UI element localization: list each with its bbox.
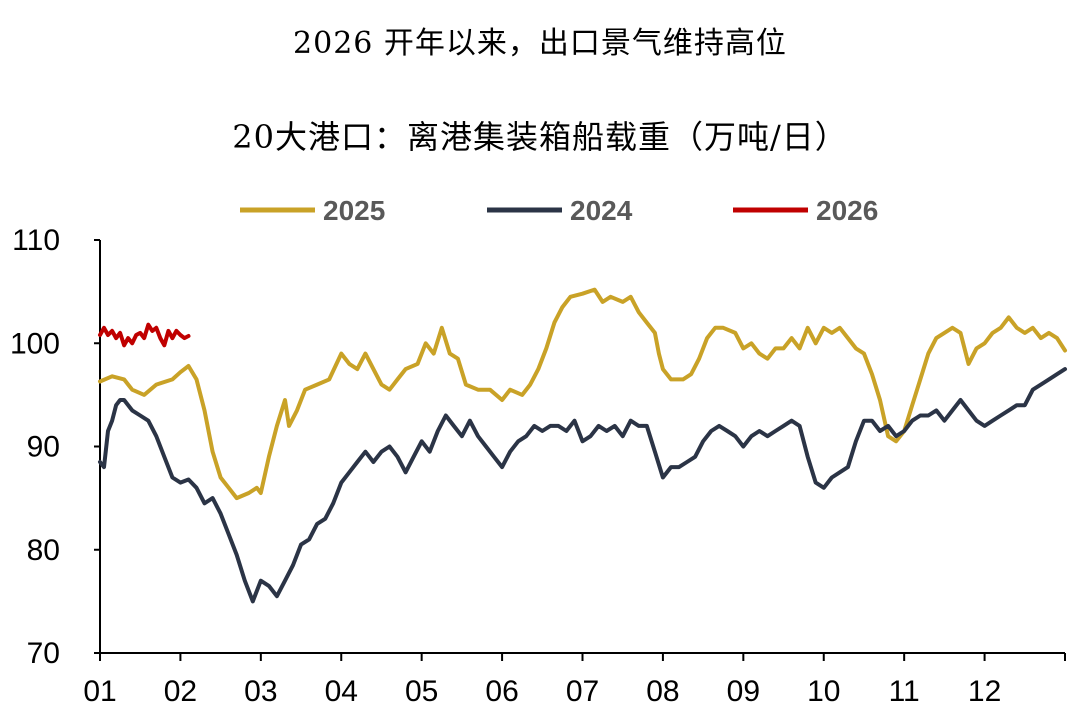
series-group [98, 287, 1067, 604]
series-line-2024 [98, 367, 1067, 604]
y-tick-label: 110 [12, 224, 60, 257]
x-tick-label: 08 [646, 675, 679, 708]
chart-subtitle: 20大港口：离港集装箱船载重（万吨/日） [232, 118, 848, 156]
y-tick-label: 100 [10, 327, 60, 360]
x-tick-label: 03 [244, 675, 277, 708]
x-tick-label: 02 [164, 675, 197, 708]
x-tick-label: 06 [485, 675, 518, 708]
x-tick-label: 11 [889, 675, 920, 708]
legend-label-2025: 2025 [323, 195, 385, 226]
axes: 110 100 90 80 70 01 02 03 04 05 06 07 08 09 10 11 12 [10, 224, 1066, 708]
legend-label-2026: 2026 [816, 195, 878, 226]
y-tick-label: 80 [27, 534, 60, 567]
series-line-2026 [98, 322, 191, 348]
x-tick-label: 07 [566, 675, 599, 708]
x-tick-label: 01 [83, 675, 116, 708]
x-tick-label: 09 [727, 675, 760, 708]
legend: 2025 2024 2026 [240, 195, 878, 226]
series-line-2025 [98, 287, 1067, 501]
x-tick-label: 10 [807, 675, 840, 708]
y-tick-label: 90 [27, 431, 60, 464]
x-tick-label: 12 [968, 675, 1001, 708]
legend-label-2024: 2024 [570, 195, 633, 226]
x-tick-label: 04 [325, 675, 358, 708]
chart-title: 2026 开年以来，出口景气维持高位 [293, 26, 787, 61]
y-tick-label: 70 [27, 637, 60, 670]
x-tick-label: 05 [405, 675, 438, 708]
